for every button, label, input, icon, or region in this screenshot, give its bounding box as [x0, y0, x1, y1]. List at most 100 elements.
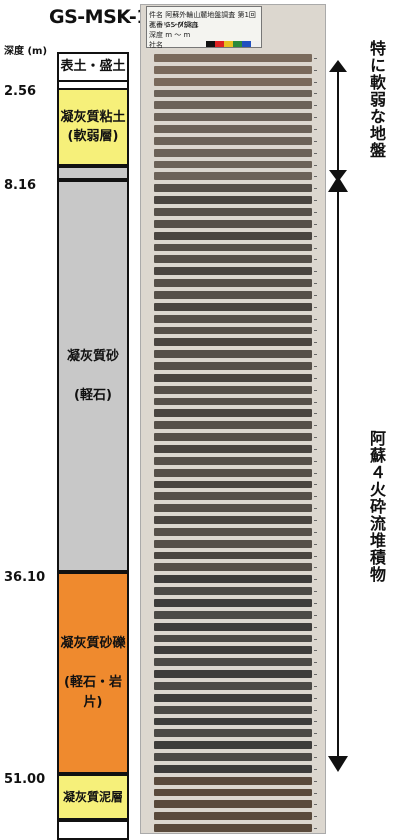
layer-name-line: (軽石): [74, 387, 112, 403]
layer-bottom: [57, 820, 129, 840]
scale-tick: [314, 140, 317, 142]
core-strip: [154, 290, 312, 299]
weak-ground-label: 特に軟弱な地盤: [367, 40, 386, 159]
core-strip: [154, 314, 312, 323]
scale-tick: [314, 200, 317, 202]
depth-label-36-10: 36.10: [4, 570, 46, 585]
core-strip: [154, 350, 312, 359]
scale-tick: [314, 756, 317, 758]
scale-tick: [314, 188, 317, 190]
core-strip: [154, 445, 312, 453]
scale-tick: [314, 472, 317, 474]
depth-scale: [314, 52, 326, 834]
scale-tick: [314, 354, 317, 356]
core-strip: [154, 646, 312, 655]
scale-tick: [314, 283, 317, 285]
scale-tick: [314, 318, 317, 320]
core-strip: [154, 504, 312, 513]
core-strip: [154, 516, 312, 524]
scale-tick: [314, 57, 317, 59]
core-strip: [154, 527, 312, 536]
layer-tuffaceous-sand: 凝灰質砂 (軽石): [57, 180, 129, 572]
core-strip: [154, 409, 312, 418]
core-strip: [154, 255, 312, 264]
scale-tick: [314, 685, 317, 687]
core-strip: [154, 634, 312, 643]
scale-tick: [314, 626, 317, 628]
core-strip: [154, 764, 312, 773]
core-strip: [154, 753, 312, 761]
core-strip: [154, 65, 312, 74]
core-strip: [154, 54, 312, 62]
core-strip: [154, 812, 312, 821]
scale-tick: [314, 306, 317, 308]
core-strip: [154, 705, 312, 714]
core-strip: [154, 279, 312, 287]
core-strip: [154, 776, 312, 785]
label-row-company: 社名: [149, 41, 163, 49]
scale-tick: [314, 448, 317, 450]
scale-tick: [314, 105, 317, 107]
pyroclastic-label: 阿蘇４火砕流堆積物: [367, 430, 386, 583]
core-strip: [154, 788, 312, 797]
core-strip: [154, 243, 312, 252]
layer-tuffaceous-gravel: 凝灰質砂礫 (軽石・岩片): [57, 572, 129, 774]
color-chart: [206, 41, 260, 47]
scale-tick: [314, 377, 317, 379]
core-strip: [154, 373, 312, 382]
scale-tick: [314, 176, 317, 178]
scale-tick: [314, 235, 317, 237]
scale-tick: [314, 638, 317, 640]
core-strip: [154, 148, 312, 157]
core-strip: [154, 658, 312, 667]
layer-tuffaceous-mud: 凝灰質泥層: [57, 774, 129, 820]
label-row-name: 件名 阿蘇外輪山麓地盤調査 第1回 ボーリング調査: [149, 11, 256, 29]
core-strip: [154, 610, 312, 619]
core-strip: [154, 622, 312, 631]
core-strip: [154, 208, 312, 216]
core-strip: [154, 563, 312, 572]
core-strip: [154, 741, 312, 750]
scale-tick: [314, 543, 317, 545]
scale-tick: [314, 780, 317, 782]
core-strip: [154, 575, 312, 584]
scale-tick: [314, 520, 317, 521]
layer-gap: [57, 166, 129, 180]
core-strip: [154, 113, 312, 122]
core-strip: [154, 421, 312, 430]
layer-tuffaceous-clay: 凝灰質粘土 (軟弱層): [57, 88, 129, 166]
scale-tick: [314, 211, 317, 213]
core-strip: [154, 397, 312, 406]
scale-tick: [314, 792, 317, 794]
core-strip: [154, 800, 312, 809]
core-strip: [154, 89, 312, 98]
scale-tick: [314, 425, 317, 427]
core-strip: [154, 172, 312, 181]
core-strip: [154, 551, 312, 560]
scale-tick: [314, 81, 317, 83]
core-strip: [154, 456, 312, 465]
scale-tick: [314, 579, 317, 581]
scale-tick: [314, 69, 317, 71]
scale-tick: [314, 117, 317, 119]
scale-tick: [314, 294, 317, 296]
layer-name-line: 凝灰質砂: [66, 348, 119, 364]
scale-tick: [314, 709, 317, 711]
core-strip: [154, 670, 312, 678]
scale-tick: [314, 768, 317, 770]
scale-tick: [314, 259, 317, 261]
scale-tick: [314, 389, 317, 391]
scale-tick: [314, 804, 317, 806]
core-strip: [154, 338, 312, 347]
scale-tick: [314, 602, 317, 604]
core-strip: [154, 480, 312, 489]
core-strip: [154, 824, 312, 832]
core-tray: [148, 52, 320, 834]
scale-tick: [314, 93, 317, 95]
scale-tick: [314, 330, 317, 332]
layer-name-line: [91, 366, 96, 386]
scale-tick: [314, 164, 317, 166]
core-strip: [154, 136, 312, 145]
scale-tick: [314, 484, 317, 486]
scale-tick: [314, 721, 317, 723]
